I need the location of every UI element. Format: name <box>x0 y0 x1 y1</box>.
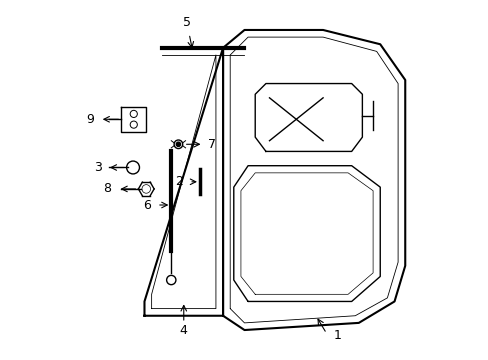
Text: 6: 6 <box>143 198 151 212</box>
Text: 3: 3 <box>94 161 102 174</box>
Text: 1: 1 <box>333 329 341 342</box>
Text: 5: 5 <box>183 16 191 29</box>
Text: 9: 9 <box>86 113 94 126</box>
Text: 8: 8 <box>103 183 111 195</box>
Circle shape <box>176 142 180 147</box>
Text: 4: 4 <box>180 324 187 337</box>
Text: 2: 2 <box>175 175 183 188</box>
Text: 7: 7 <box>207 138 215 151</box>
